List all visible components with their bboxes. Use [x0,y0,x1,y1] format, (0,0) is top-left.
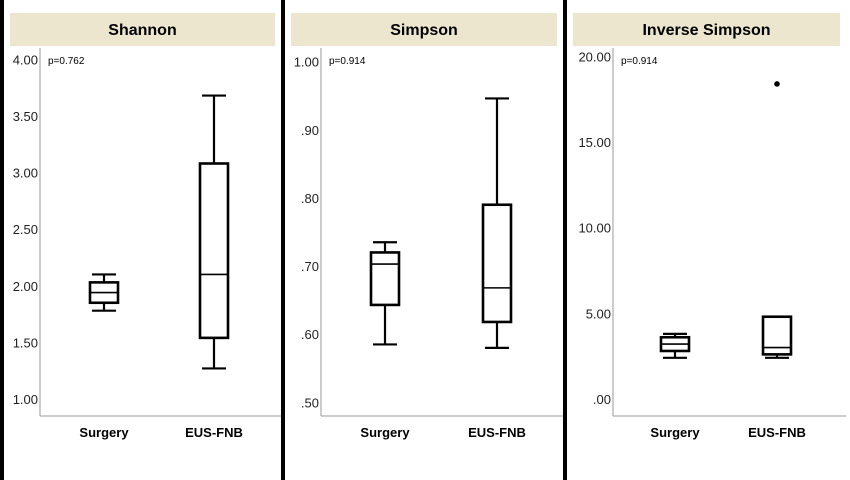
y-tick-label: 1.00 [13,392,38,407]
x-category-label: Surgery [79,425,129,440]
box-plot-surgery [659,332,691,359]
y-tick-label: 10.00 [578,221,611,236]
iqr-box [198,162,230,340]
panel-header-strip [291,13,557,46]
iqr-box [369,251,401,307]
box-plot-eus-fnb [761,81,793,359]
y-tick-label: 3.50 [13,109,38,124]
y-tick-label: 3.00 [13,166,38,181]
panel-header-strip [10,13,275,46]
y-tick-label: .50 [301,395,319,410]
x-category-label: Surgery [650,425,700,440]
y-tick-label: 15.00 [578,135,611,150]
panel-header-strip [573,13,840,46]
shannon-panel: Shannon p=0.762 1.00 1.50 2.00 2.50 3.00 3.50 4.… [10,13,281,440]
inverse-simpson-panel: Inverse Simpson p=0.914 .00 5.00 10.00 15.00 2… [573,13,846,440]
y-tick-label: 2.50 [13,222,38,237]
x-category-label: Surgery [360,425,410,440]
panel-divider-middle-2 [563,0,567,480]
panel-divider-left [0,0,4,480]
y-tick-label: 2.00 [13,279,38,294]
p-value-label: p=0.914 [621,56,658,67]
y-tick-label: 4.00 [13,52,38,67]
iqr-box [761,315,793,356]
y-tick-label: 1.50 [13,335,38,350]
panel-title: Shannon [108,22,176,39]
panel-divider-middle-1 [281,0,285,480]
y-tick-label: .60 [301,327,319,342]
box-plot-eus-fnb [198,94,230,370]
box-plot-surgery [88,273,120,312]
y-tick-label: .00 [593,392,611,407]
y-tick-label: .70 [301,259,319,274]
y-tick-label: .80 [301,191,319,206]
x-category-label: EUS-FNB [468,425,526,440]
panel-title: Inverse Simpson [642,22,770,39]
p-value-label: p=0.762 [48,56,85,67]
x-category-label: EUS-FNB [185,425,243,440]
iqr-box [481,203,513,324]
outlier-point [774,81,780,87]
simpson-panel: Simpson p=0.914 .50 .60 .70 .80 .90 1.00 Surgery… [291,13,563,440]
y-tick-label: 5.00 [586,306,611,321]
y-tick-label: .90 [301,123,319,138]
x-category-label: EUS-FNB [748,425,806,440]
y-tick-label: 1.00 [294,55,319,70]
box-plot-surgery [369,241,401,346]
y-tick-label: 20.00 [578,50,611,65]
p-value-label: p=0.914 [329,56,366,67]
box-plot-eus-fnb [481,97,513,349]
panel-title: Simpson [390,22,458,39]
